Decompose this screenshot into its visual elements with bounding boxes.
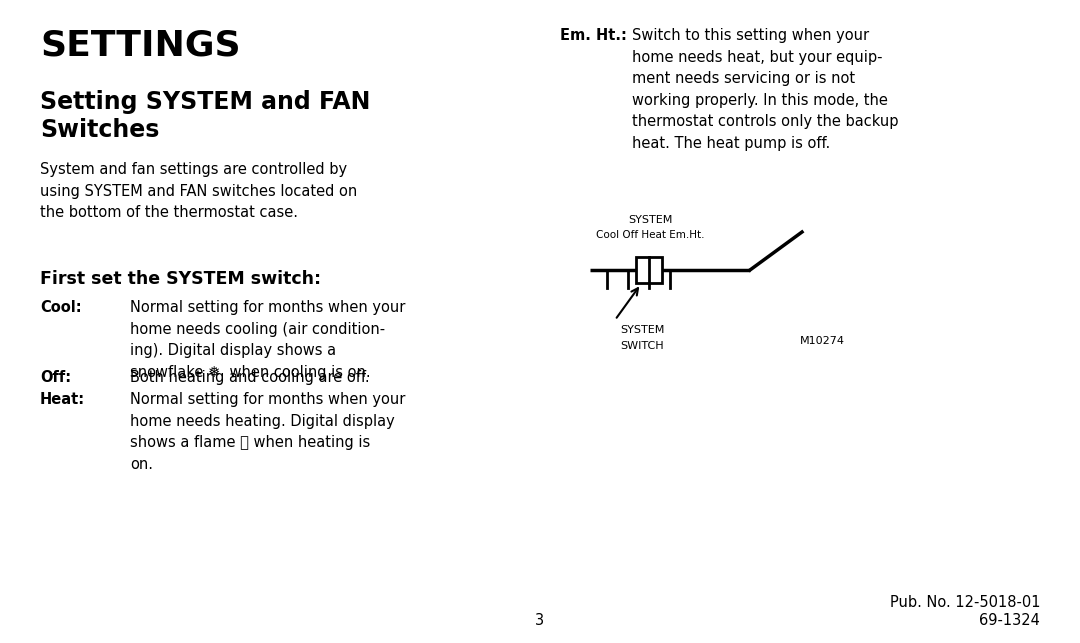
Text: SWITCH: SWITCH [620,341,663,351]
Text: Pub. No. 12-5018-01: Pub. No. 12-5018-01 [890,595,1040,610]
Text: 69-1324: 69-1324 [980,613,1040,628]
Text: System and fan settings are controlled by
using SYSTEM and FAN switches located : System and fan settings are controlled b… [40,162,357,220]
Text: Heat:: Heat: [40,392,85,407]
Text: Both heating and cooling are off.: Both heating and cooling are off. [130,370,369,385]
Text: Em. Ht.:: Em. Ht.: [561,28,626,43]
Text: Switches: Switches [40,118,160,142]
Text: Cool Off Heat Em.Ht.: Cool Off Heat Em.Ht. [596,230,704,240]
Text: SETTINGS: SETTINGS [40,28,241,62]
Text: M10274: M10274 [800,336,845,346]
Text: Switch to this setting when your
home needs heat, but your equip-
ment needs ser: Switch to this setting when your home ne… [632,28,899,151]
Text: Cool:: Cool: [40,300,82,315]
Text: SYSTEM: SYSTEM [627,215,672,225]
Text: Normal setting for months when your
home needs cooling (air condition-
ing). Dig: Normal setting for months when your home… [130,300,405,380]
Text: Off:: Off: [40,370,71,385]
Bar [636,257,662,283]
Text: Normal setting for months when your
home needs heating. Digital display
shows a : Normal setting for months when your home… [130,392,405,472]
Text: First set the SYSTEM switch:: First set the SYSTEM switch: [40,270,321,288]
Text: 3: 3 [536,613,544,628]
Text: Setting SYSTEM and FAN: Setting SYSTEM and FAN [40,90,370,114]
Text: SYSTEM: SYSTEM [620,325,664,335]
